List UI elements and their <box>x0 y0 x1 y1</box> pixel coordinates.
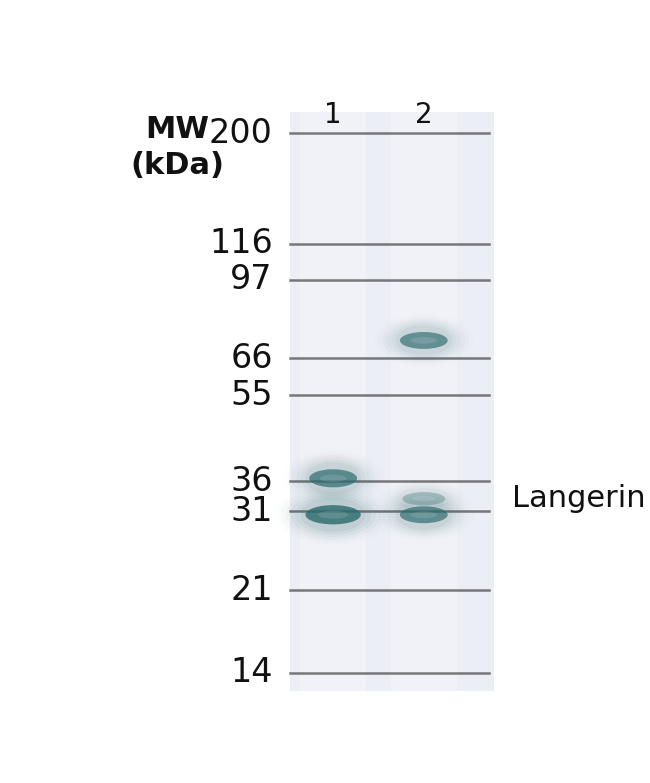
Ellipse shape <box>309 469 357 487</box>
Text: 66: 66 <box>230 341 273 374</box>
Ellipse shape <box>400 507 448 523</box>
Text: 14: 14 <box>230 656 273 689</box>
Text: 200: 200 <box>209 117 273 150</box>
Ellipse shape <box>305 462 361 494</box>
FancyBboxPatch shape <box>391 112 456 691</box>
Text: 31: 31 <box>230 495 273 528</box>
Ellipse shape <box>411 337 437 344</box>
Ellipse shape <box>320 474 346 482</box>
FancyBboxPatch shape <box>300 112 366 691</box>
Text: 1: 1 <box>324 101 342 129</box>
Ellipse shape <box>300 460 366 496</box>
Text: 116: 116 <box>209 227 273 260</box>
Ellipse shape <box>318 511 348 518</box>
Ellipse shape <box>306 505 361 525</box>
Text: 97: 97 <box>230 264 273 297</box>
Ellipse shape <box>412 496 436 501</box>
Ellipse shape <box>391 497 456 532</box>
Ellipse shape <box>402 493 445 505</box>
Ellipse shape <box>396 326 452 355</box>
FancyBboxPatch shape <box>291 112 494 691</box>
Text: MW: MW <box>145 115 209 144</box>
Text: (kDa): (kDa) <box>130 151 224 180</box>
Ellipse shape <box>396 500 452 529</box>
Ellipse shape <box>300 498 366 532</box>
Text: 55: 55 <box>230 379 273 412</box>
Ellipse shape <box>400 332 448 349</box>
Text: 21: 21 <box>230 574 273 607</box>
Text: 36: 36 <box>230 464 273 498</box>
Ellipse shape <box>296 495 370 535</box>
Ellipse shape <box>411 511 437 518</box>
Text: Langerin: Langerin <box>512 484 645 514</box>
Text: 2: 2 <box>415 101 433 129</box>
